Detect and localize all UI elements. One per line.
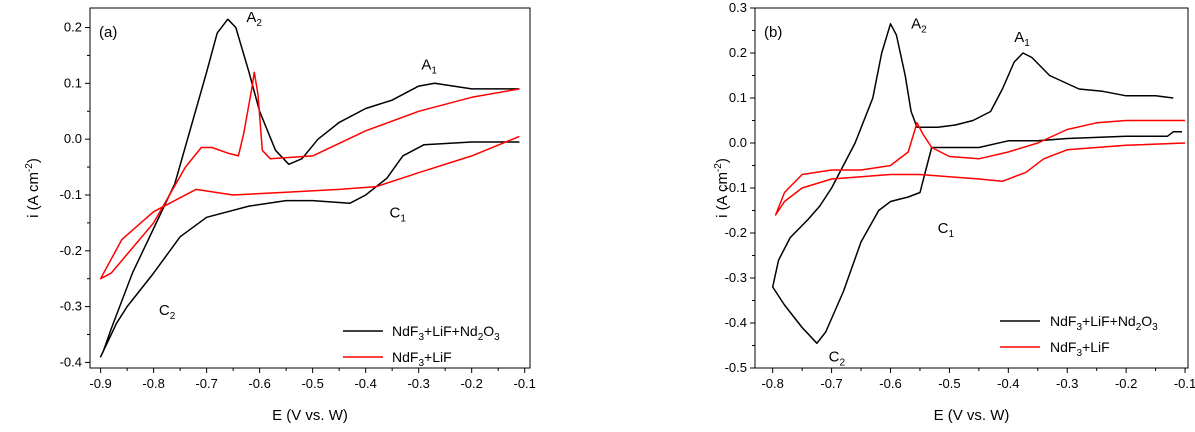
x-tick-label: -0.2 (460, 376, 482, 391)
panel-label: (b) (764, 24, 782, 41)
y-tick-label: -0.1 (60, 187, 82, 202)
y-tick-label: -0.4 (60, 354, 82, 369)
legend-label: NdF3+LiF+Nd2O3 (392, 323, 500, 343)
legend-label: NdF3+LiF (392, 349, 452, 369)
x-tick-label: -0.2 (1115, 376, 1137, 391)
x-tick-label: -0.5 (938, 376, 960, 391)
series-line (771, 23, 1183, 345)
x-tick-label: -0.7 (820, 376, 842, 391)
x-tick-label: -0.4 (354, 376, 376, 391)
y-tick-label: -0.3 (60, 299, 82, 314)
y-tick-label: -0.2 (725, 225, 747, 240)
peak-label: C1 (390, 204, 407, 224)
y-axis-title: i (A cm-2) (713, 158, 731, 218)
peak-label: C2 (829, 348, 846, 368)
x-axis-title: E (V vs. W) (934, 407, 1010, 424)
y-tick-label: 0.2 (729, 45, 747, 60)
series-line (99, 18, 520, 358)
x-tick-label: -0.5 (301, 376, 323, 391)
legend-label: NdF3+LiF (1050, 339, 1110, 359)
y-tick-label: 0.2 (64, 20, 82, 35)
x-tick-label: -0.9 (89, 376, 111, 391)
x-tick-label: -0.8 (142, 376, 164, 391)
y-tick-label: -0.5 (725, 360, 747, 375)
peak-label: A1 (421, 56, 437, 76)
y-tick-label: 0.0 (729, 135, 747, 150)
x-tick-label: -0.1 (513, 376, 535, 391)
y-tick-label: -0.2 (60, 243, 82, 258)
y-tick-label: 0.0 (64, 131, 82, 146)
peak-label: A2 (911, 15, 927, 35)
peak-label: C1 (938, 220, 955, 240)
peak-label: A2 (246, 9, 262, 29)
y-tick-label: -0.3 (725, 270, 747, 285)
x-tick-label: -0.6 (879, 376, 901, 391)
y-tick-label: -0.4 (725, 315, 747, 330)
x-tick-label: -0.1 (1174, 376, 1195, 391)
y-tick-label: 0.1 (729, 90, 747, 105)
x-tick-label: -0.3 (407, 376, 429, 391)
x-tick-label: -0.6 (248, 376, 270, 391)
x-tick-label: -0.3 (1056, 376, 1078, 391)
series-line (99, 71, 520, 280)
x-tick-label: -0.8 (761, 376, 783, 391)
legend-label: NdF3+LiF+Nd2O3 (1050, 313, 1158, 333)
y-axis-title: i (A cm-2) (24, 158, 42, 218)
series-line (774, 119, 1186, 216)
panel-b-chart: -0.8 -0.7 -0.6 -0.5 -0.4 -0.3 -0.2 -0.1 -0.5 -0.4… (713, 0, 1195, 424)
panel-label: (a) (99, 24, 117, 41)
x-axis-title: E (V vs. W) (272, 407, 348, 424)
peak-label: A1 (1014, 29, 1030, 49)
peak-label: C2 (159, 302, 176, 322)
y-tick-label: 0.3 (729, 0, 747, 15)
y-tick-label: 0.1 (64, 75, 82, 90)
panel-a-chart: -0.9 -0.8 -0.7 -0.6 -0.5 -0.4 -0.3 -0.2 -0.1 -0.4… (24, 7, 536, 424)
x-tick-label: -0.4 (997, 376, 1019, 391)
y-tick-label: -0.1 (725, 180, 747, 195)
plot-frame (89, 7, 531, 369)
x-tick-label: -0.7 (195, 376, 217, 391)
